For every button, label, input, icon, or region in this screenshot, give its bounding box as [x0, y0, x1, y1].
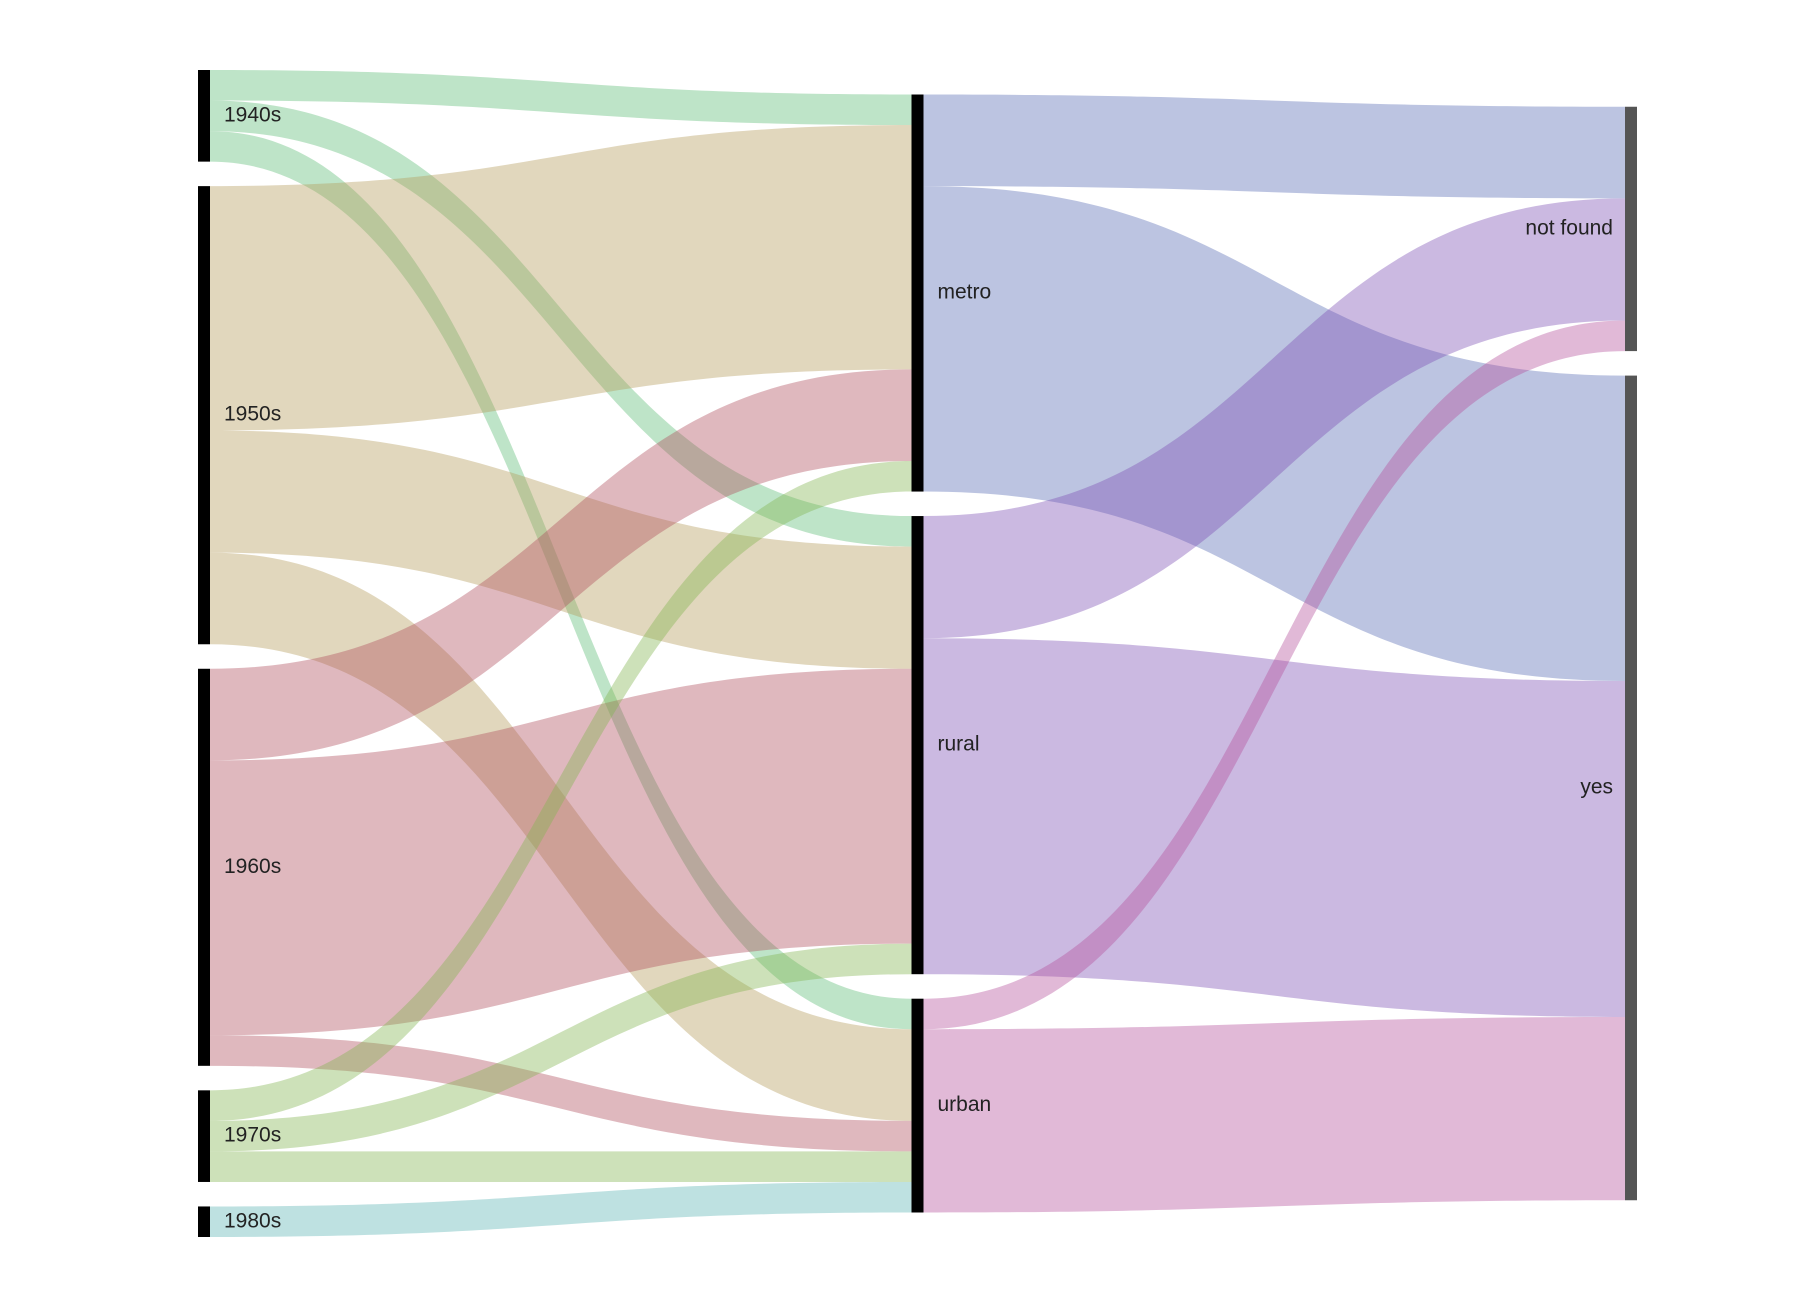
node-label: urban — [938, 1093, 992, 1116]
node-label: rural — [938, 733, 980, 756]
node-bar — [198, 186, 210, 645]
node-bar — [1625, 106, 1637, 352]
node-label: 1960s — [224, 855, 281, 878]
node-bar — [911, 998, 924, 1213]
link — [923, 1016, 1625, 1213]
node-bar — [1625, 375, 1637, 1201]
node-bar — [198, 70, 210, 162]
link — [210, 430, 912, 669]
link — [923, 198, 1625, 639]
node-label: 1970s — [224, 1124, 281, 1147]
link — [210, 1035, 912, 1152]
link — [210, 131, 912, 1030]
link — [923, 186, 1625, 682]
node-bar — [198, 668, 210, 1066]
link — [210, 125, 912, 431]
link — [210, 668, 912, 1036]
node-label: 1980s — [224, 1209, 281, 1232]
link — [210, 369, 912, 761]
node-bar — [198, 1090, 210, 1182]
node-bar — [911, 94, 924, 492]
node-label: metro — [938, 281, 992, 304]
node-label: 1950s — [224, 403, 281, 426]
node-bar — [198, 1206, 210, 1237]
node-label: yes — [1580, 775, 1613, 798]
link — [210, 943, 912, 1152]
node-bar — [911, 516, 924, 975]
link — [210, 1181, 912, 1237]
link — [923, 638, 1625, 1017]
link — [210, 100, 912, 547]
node-label: not found — [1525, 216, 1613, 239]
links — [210, 70, 1625, 1237]
link — [923, 94, 1625, 199]
link — [210, 1151, 912, 1182]
labels: 1940s 1950s 1960s 1970s 1980s metro rural urban… — [224, 103, 1613, 1232]
nodes — [198, 70, 1637, 1237]
link — [923, 320, 1625, 1030]
link — [210, 552, 912, 1121]
link — [210, 461, 912, 1121]
node-label: 1940s — [224, 103, 281, 126]
link — [210, 70, 912, 126]
